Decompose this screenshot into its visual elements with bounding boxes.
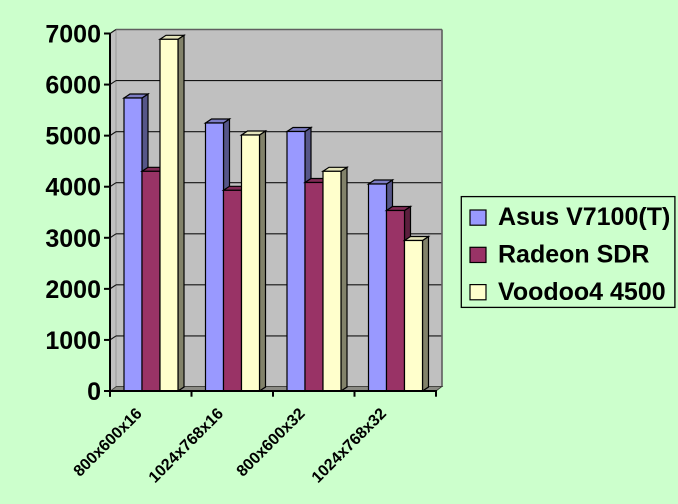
svg-text:7000: 7000 — [45, 21, 101, 49]
svg-text:0: 0 — [87, 378, 101, 406]
svg-text:5000: 5000 — [45, 123, 101, 151]
svg-text:2000: 2000 — [45, 276, 101, 304]
svg-text:Asus V7100(T): Asus V7100(T) — [498, 203, 670, 231]
svg-text:Voodoo4 4500: Voodoo4 4500 — [498, 278, 666, 306]
svg-text:1000: 1000 — [45, 327, 101, 355]
svg-text:3000: 3000 — [45, 225, 101, 253]
svg-text:4000: 4000 — [45, 174, 101, 202]
svg-text:Radeon SDR: Radeon SDR — [498, 241, 649, 269]
svg-text:6000: 6000 — [45, 72, 101, 100]
